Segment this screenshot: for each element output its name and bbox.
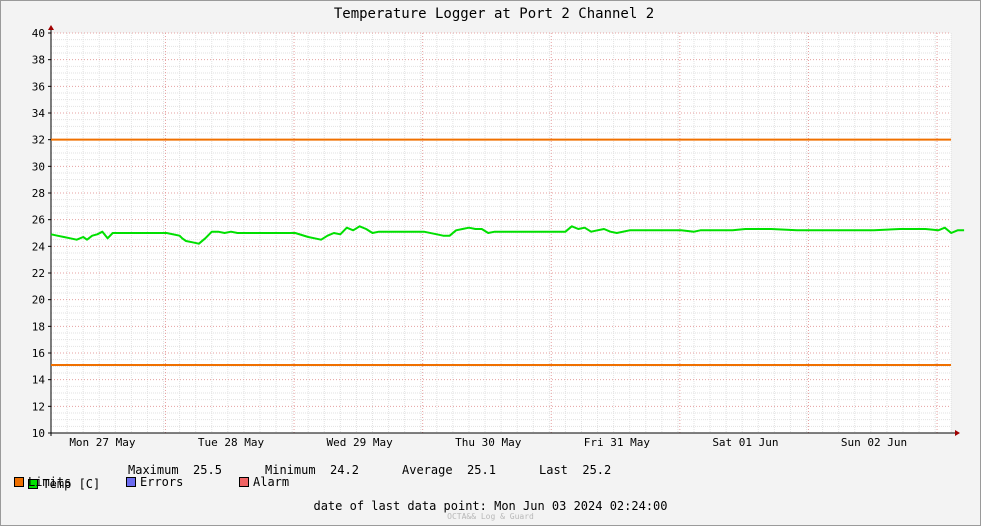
y-tick-label: 18 [32, 320, 45, 333]
limits-legend-label: Limits [28, 475, 72, 489]
y-tick-label: 20 [32, 294, 45, 307]
y-tick-label: 32 [32, 134, 45, 147]
maximum-value: 25.5 [193, 463, 222, 477]
x-tick-label: Sun 02 Jun [841, 436, 907, 449]
temperature-chart: Temperature Logger at Port 2 Channel 2 1… [32, 6, 965, 449]
y-tick-label: 10 [32, 427, 45, 440]
temp-legend-label: Temp [C] [42, 477, 101, 491]
watermark: OCTA&& Log & Guard [447, 512, 534, 521]
x-tick-label: Wed 29 May [327, 436, 394, 449]
limits-legend: Limits [14, 475, 71, 489]
x-tick-label: Mon 27 May [69, 436, 136, 449]
y-tick-label: 34 [32, 107, 46, 120]
maximum-stat: Maximum 25.5 [128, 463, 222, 477]
y-axis-arrow-icon [48, 25, 54, 30]
average-label: Average [402, 463, 453, 477]
y-tick-label: 12 [32, 400, 45, 413]
last-stat: Last 25.2 [539, 463, 611, 477]
temp-swatch-icon [28, 479, 39, 489]
errors-swatch-icon [126, 477, 136, 487]
y-tick-label: 28 [32, 187, 45, 200]
y-tick-label: 16 [32, 347, 45, 360]
x-axis-arrow-icon [955, 430, 960, 436]
y-tick-label: 24 [32, 240, 46, 253]
y-tick-label: 14 [32, 374, 46, 387]
x-tick-label: Fri 31 May [584, 436, 651, 449]
last-data-point-footer: date of last data point: Mon Jun 03 2024… [313, 499, 668, 513]
minimum-value: 24.2 [330, 463, 359, 477]
y-tick-label: 36 [32, 80, 45, 93]
temp-legend: Temp [C] [28, 477, 100, 491]
y-tick-label: 40 [32, 27, 45, 40]
last-label: Last [539, 463, 568, 477]
chart-title: Temperature Logger at Port 2 Channel 2 [334, 6, 654, 22]
last-value: 25.2 [582, 463, 612, 477]
errors-legend-label: Errors [140, 475, 184, 489]
minimum-stat: Minimum 24.2 [265, 463, 359, 477]
legend-row-1: Temp [C] [14, 463, 100, 491]
minimum-label: Minimum [265, 463, 316, 477]
x-tick-label: Thu 30 May [455, 436, 522, 449]
y-tick-label: 26 [32, 214, 45, 227]
temp-series-line [50, 225, 965, 245]
alarm-swatch-icon [239, 477, 249, 487]
x-tick-label: Tue 28 May [198, 436, 265, 449]
alarm-legend: Alarm [239, 475, 289, 489]
limits-swatch-icon [14, 477, 24, 487]
y-tick-label: 30 [32, 160, 45, 173]
alarm-legend-label: Alarm [253, 475, 290, 489]
average-value: 25.1 [467, 463, 496, 477]
x-tick-label: Sat 01 Jun [712, 436, 778, 449]
y-tick-label: 38 [32, 54, 45, 67]
average-stat: Average 25.1 [402, 463, 496, 477]
maximum-label: Maximum [128, 463, 179, 477]
y-tick-label: 22 [32, 267, 45, 280]
errors-legend: Errors [126, 475, 183, 489]
